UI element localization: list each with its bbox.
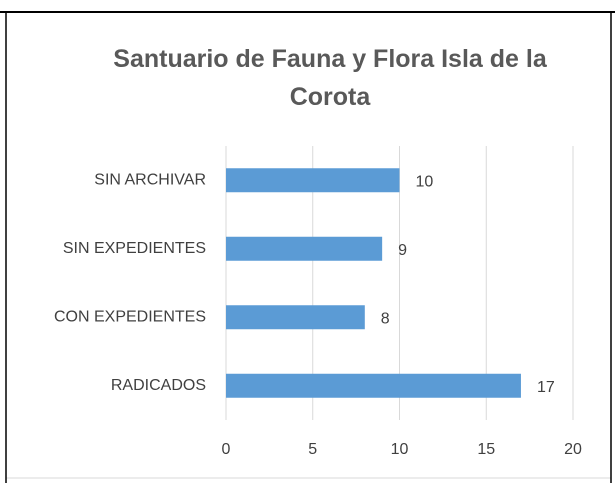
bar [226,373,521,398]
x-tick-label: 10 [391,441,409,458]
x-tick-label: 5 [308,441,317,458]
data-label: 9 [398,242,407,259]
y-tick-label: SIN EXPEDIENTES [63,240,206,257]
x-tick-label: 0 [222,441,231,458]
y-tick-label: RADICADOS [111,377,206,394]
bar [226,168,400,193]
data-label: 17 [537,379,555,396]
bar [226,236,383,261]
data-label: 10 [416,173,434,190]
chart-title: Santuario de Fauna y Flora Isla de la Cor… [113,45,548,111]
x-tick-label: 15 [477,441,495,458]
bar [226,305,365,330]
x-tick-label: 20 [564,441,582,458]
data-label: 8 [381,310,390,327]
y-tick-label: SIN ARCHIVAR [94,171,206,188]
y-tick-label: CON EXPEDIENTES [54,308,206,325]
